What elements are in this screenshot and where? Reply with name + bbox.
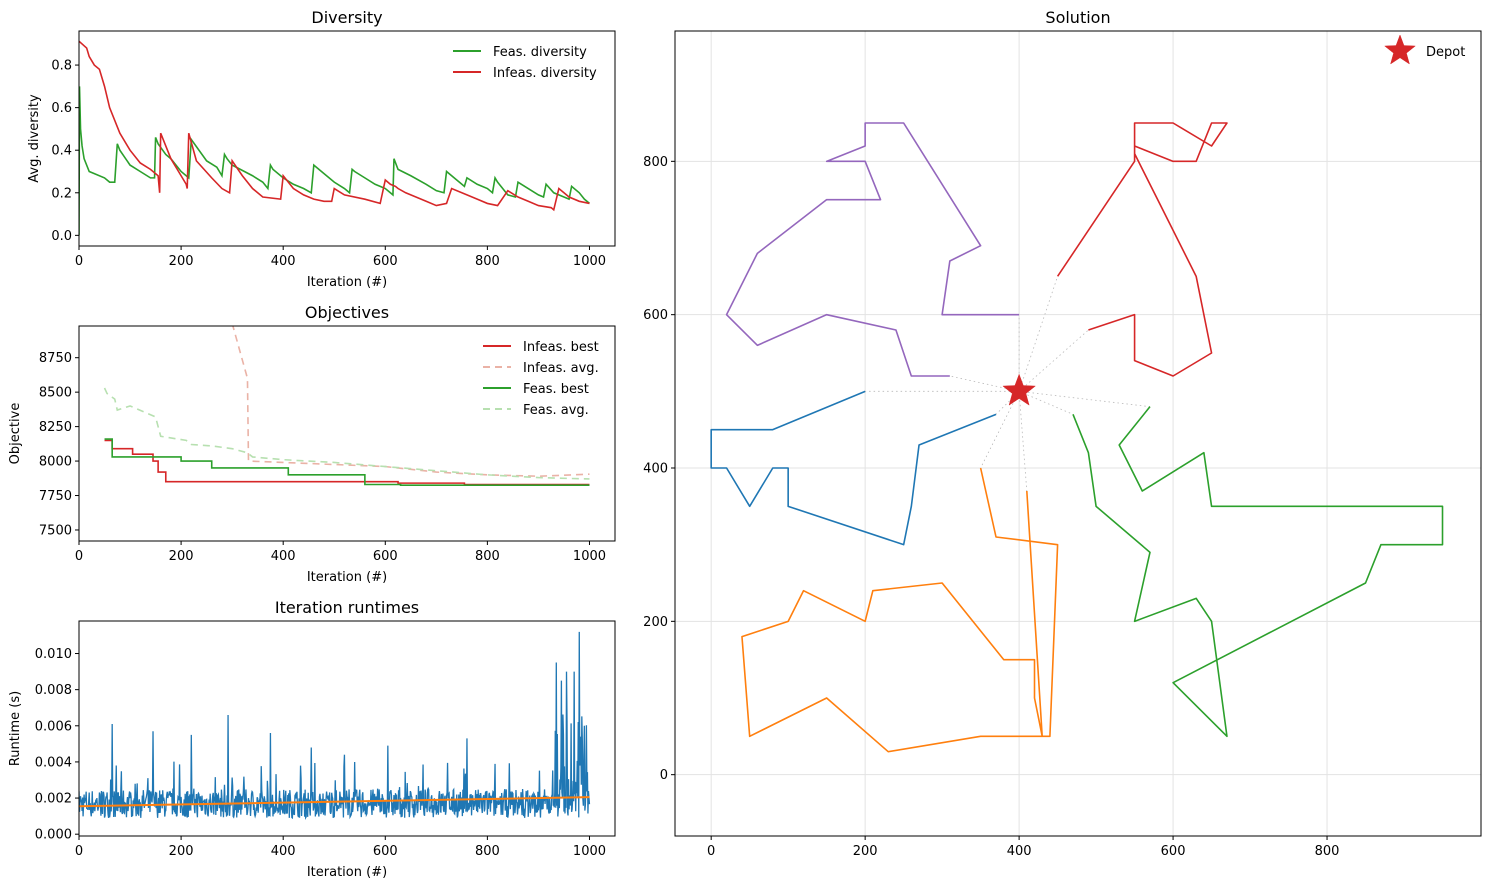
legend-label: Feas. diversity — [493, 45, 587, 60]
depot-connector — [949, 375, 1020, 392]
x-tick-label: 600 — [373, 549, 398, 564]
y-tick-label: 0.8 — [51, 59, 72, 74]
axes-frame — [78, 620, 616, 837]
x-tick-label: 1000 — [573, 254, 606, 269]
x-tick-label: 0 — [75, 549, 83, 564]
diversity-panel: 0 200 400 600 800 1000 0.0 0.2 0.4 0.6 0.8 Diversit… — [27, 8, 606, 290]
depot-connector — [1018, 390, 1074, 415]
x-axis-label: Iteration (#) — [307, 865, 387, 880]
axes-frame — [78, 30, 616, 247]
legend-label: Feas. avg. — [523, 403, 589, 418]
solution-routes — [710, 122, 1444, 753]
route-line — [741, 467, 1059, 753]
y-tick-label: 0.008 — [35, 683, 72, 698]
chart-title: Solution — [1045, 8, 1110, 27]
x-tick-label: 200 — [169, 254, 194, 269]
y-tick-label: 7500 — [39, 523, 72, 538]
y-axis-label: Objective — [8, 403, 23, 465]
x-tick-label: 800 — [1315, 844, 1340, 859]
legend-depot-label: Depot — [1426, 45, 1465, 60]
y-tick-label: 0.2 — [51, 186, 72, 201]
diversity-series — [79, 40, 590, 236]
x-axis-label: Iteration (#) — [307, 275, 387, 290]
runtime-line — [79, 631, 591, 820]
y-tick-label: 7750 — [39, 489, 72, 504]
y-axis-label: Runtime (s) — [8, 691, 23, 766]
runtimes-series — [79, 631, 591, 820]
y-axis-label: Avg. diversity — [27, 94, 42, 183]
chart-title: Iteration runtimes — [275, 598, 419, 617]
y-tick-label: 0.006 — [35, 719, 72, 734]
depot-connector — [1018, 276, 1058, 392]
depot-connector — [1018, 329, 1089, 392]
y-tick-label: 8500 — [39, 386, 72, 401]
x-tick-label: 400 — [271, 254, 296, 269]
objectives-series — [103, 326, 590, 486]
depot-connector — [1018, 391, 1028, 492]
y-tick-label: 8000 — [39, 455, 72, 470]
x-tick-label: 0 — [707, 844, 715, 859]
y-tick-label: 400 — [643, 462, 668, 477]
series-line — [104, 438, 590, 486]
x-tick-label: 800 — [475, 254, 500, 269]
axes-frame — [674, 30, 1482, 837]
route-line — [725, 122, 1020, 377]
chart-title: Diversity — [311, 8, 382, 27]
x-axis-label: Iteration (#) — [307, 570, 387, 585]
depot-marker — [1002, 373, 1036, 406]
x-tick-label: 600 — [373, 844, 398, 859]
y-tick-label: 0.002 — [35, 792, 72, 807]
depot-connector — [980, 391, 1020, 469]
x-tick-label: 600 — [373, 254, 398, 269]
series-line — [104, 439, 590, 486]
chart-title: Objectives — [305, 303, 389, 322]
legend-label: Infeas. diversity — [493, 66, 597, 81]
x-tick-label: 200 — [169, 549, 194, 564]
series-line — [79, 40, 590, 212]
y-tick-label: 0.0 — [51, 229, 72, 244]
objectives-panel: 0 200 400 600 800 1000 7500 7750 8000 8250 8500 875… — [8, 303, 606, 585]
x-tick-label: 1000 — [573, 549, 606, 564]
legend-label: Infeas. best — [523, 340, 599, 355]
x-tick-label: 0 — [75, 844, 83, 859]
series-line — [103, 387, 590, 480]
x-tick-label: 200 — [169, 844, 194, 859]
y-tick-label: 8250 — [39, 420, 72, 435]
solution-panel: 0 200 400 600 800 0 200 400 600 800 Solution — [643, 8, 1481, 859]
y-tick-label: 0 — [660, 768, 668, 783]
y-tick-label: 0.6 — [51, 101, 72, 116]
legend-depot-marker — [1384, 34, 1416, 65]
axes-frame — [78, 325, 616, 542]
x-tick-label: 0 — [75, 254, 83, 269]
series-line — [232, 326, 590, 478]
route-line — [1072, 406, 1444, 738]
x-tick-label: 200 — [853, 844, 878, 859]
y-tick-label: 200 — [643, 615, 668, 630]
y-tick-label: 8750 — [39, 351, 72, 366]
y-tick-label: 0.4 — [51, 144, 72, 159]
runtime-trend-line — [79, 796, 590, 808]
route-line — [1056, 122, 1228, 377]
diversity-legend: Feas. diversity Infeas. diversity — [453, 45, 597, 81]
x-tick-label: 400 — [271, 549, 296, 564]
x-tick-label: 400 — [1007, 844, 1032, 859]
route-line — [710, 390, 997, 546]
y-tick-label: 800 — [643, 155, 668, 170]
x-tick-label: 800 — [475, 549, 500, 564]
y-tick-label: 0.004 — [35, 755, 72, 770]
x-tick-label: 600 — [1161, 844, 1186, 859]
series-line — [79, 86, 590, 236]
depot-connector — [1019, 390, 1151, 408]
y-tick-label: 600 — [643, 308, 668, 323]
x-tick-label: 400 — [271, 844, 296, 859]
x-tick-label: 1000 — [573, 844, 606, 859]
x-tick-label: 800 — [475, 844, 500, 859]
legend-label: Infeas. avg. — [523, 361, 599, 376]
y-tick-label: 0.010 — [35, 647, 72, 662]
legend-label: Feas. best — [523, 382, 589, 397]
objectives-legend: Infeas. best Infeas. avg. Feas. best Feas. … — [483, 340, 599, 418]
runtimes-panel: 0 200 400 600 800 1000 0.000 0.002 0.004 0.006 0.0… — [8, 598, 606, 880]
y-tick-label: 0.000 — [35, 828, 72, 843]
